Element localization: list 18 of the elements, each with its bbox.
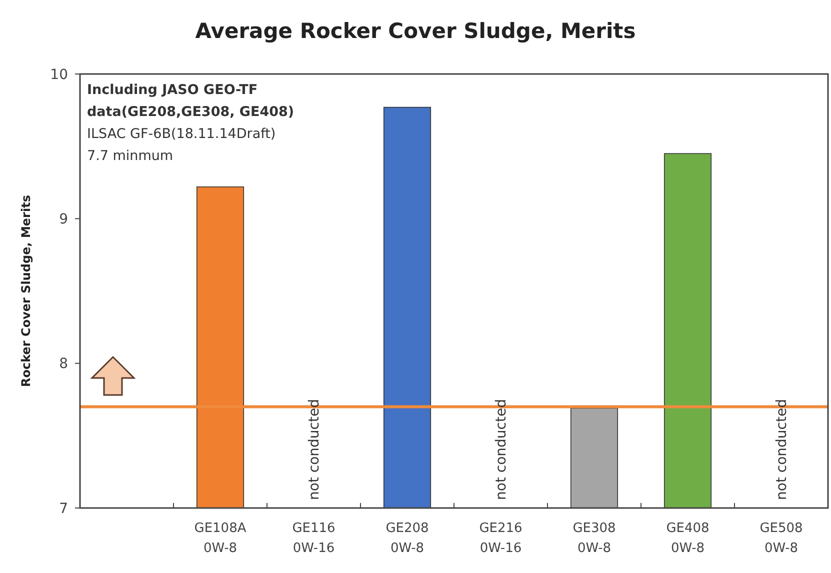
y-tick-label: 7 — [59, 500, 68, 517]
text: not conducted — [306, 399, 323, 500]
annotation: ILSAC GF-6B(18.11.14Draft) 7.7 minmum — [87, 126, 276, 164]
x-tick-label: GE408 0W-8 — [666, 521, 710, 556]
chart-title: Average Rocker Cover Sludge, Merits — [195, 19, 636, 43]
x-tick-label: GE208 0W-8 — [386, 521, 429, 556]
text: not conducted — [774, 399, 790, 500]
y-tick-label: 9 — [59, 212, 68, 228]
x-tick-label: GE308 0W-8 — [572, 521, 616, 556]
y-axis-title: Rocker Cover Sludge, Merits — [19, 195, 33, 387]
text: not conducted — [494, 399, 510, 500]
x-tick-label: GE508 0W-8 — [760, 521, 803, 556]
x-tick-label: GE216 0W-16 — [479, 521, 522, 556]
x-tick-label: GE108A 0W-8 — [194, 521, 246, 556]
y-tick-label: 8 — [59, 356, 68, 372]
x-tick-label: GE116 0W-16 — [292, 521, 336, 556]
annotation: Including JASO GEO-TF data(GE208,GE308, GE408) — [87, 82, 294, 120]
y-tick-label: 10 — [50, 66, 68, 83]
